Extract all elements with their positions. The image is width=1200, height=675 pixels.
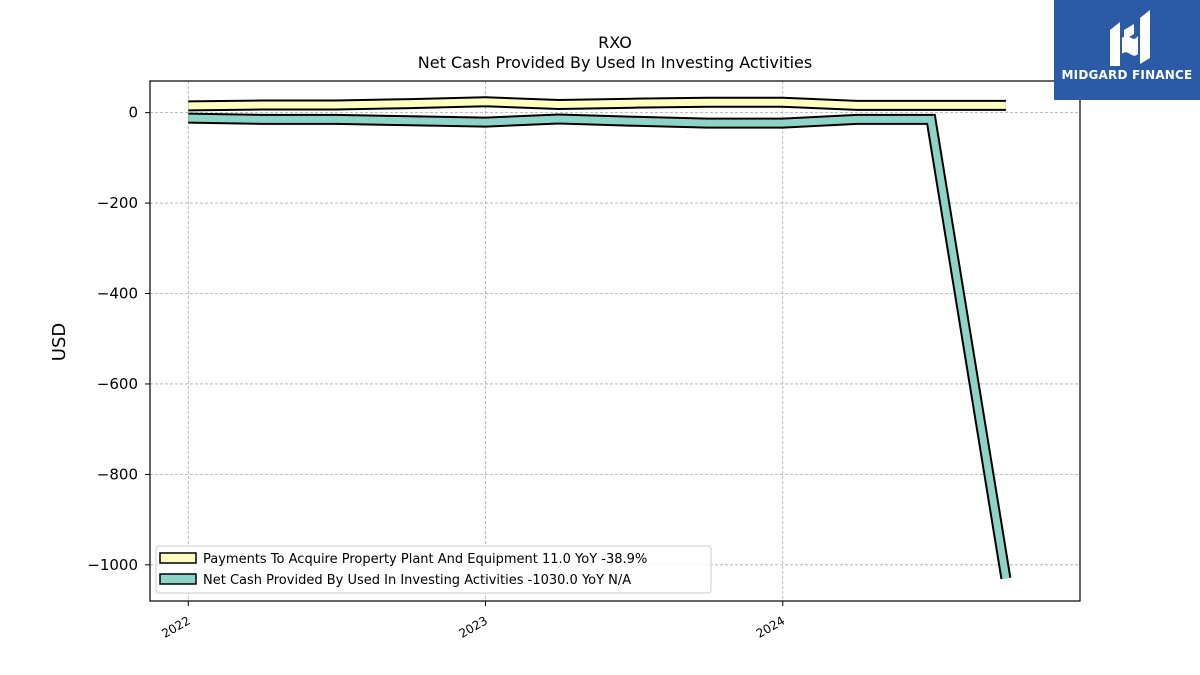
series-line-1 xyxy=(188,114,1010,579)
legend-label: Payments To Acquire Property Plant And E… xyxy=(203,552,647,567)
x-tick-label: 2022 xyxy=(159,613,192,640)
legend-box xyxy=(155,545,712,594)
logo-text: MIDGARD FINANCE xyxy=(1061,68,1193,82)
x-tick-label: 2023 xyxy=(457,613,490,640)
legend: Payments To Acquire Property Plant And E… xyxy=(155,545,712,594)
y-tick-label: −200 xyxy=(97,194,138,212)
series-outline-1 xyxy=(188,112,1012,580)
chart-title: RXO xyxy=(598,33,632,52)
y-tick-label: −400 xyxy=(97,285,138,303)
legend-swatch xyxy=(159,552,197,564)
plot-frame xyxy=(149,80,1081,602)
chart-subtitle: Net Cash Provided By Used In Investing A… xyxy=(418,53,812,72)
y-tick-label: 0 xyxy=(128,104,138,122)
legend-label: Net Cash Provided By Used In Investing A… xyxy=(203,573,631,588)
legend-swatch xyxy=(159,573,197,585)
series-line-0 xyxy=(188,98,1006,110)
y-tick-label: −600 xyxy=(97,375,138,393)
y-tick-label: −1000 xyxy=(87,556,138,574)
y-tick-label: −800 xyxy=(97,465,138,483)
series-layer xyxy=(188,96,1012,580)
x-tick-label: 2024 xyxy=(754,613,787,640)
brand-logo: MIDGARD FINANCE xyxy=(1054,0,1200,100)
y-axis-label: USD xyxy=(49,323,70,361)
midgard-logo-icon xyxy=(1110,10,1150,66)
